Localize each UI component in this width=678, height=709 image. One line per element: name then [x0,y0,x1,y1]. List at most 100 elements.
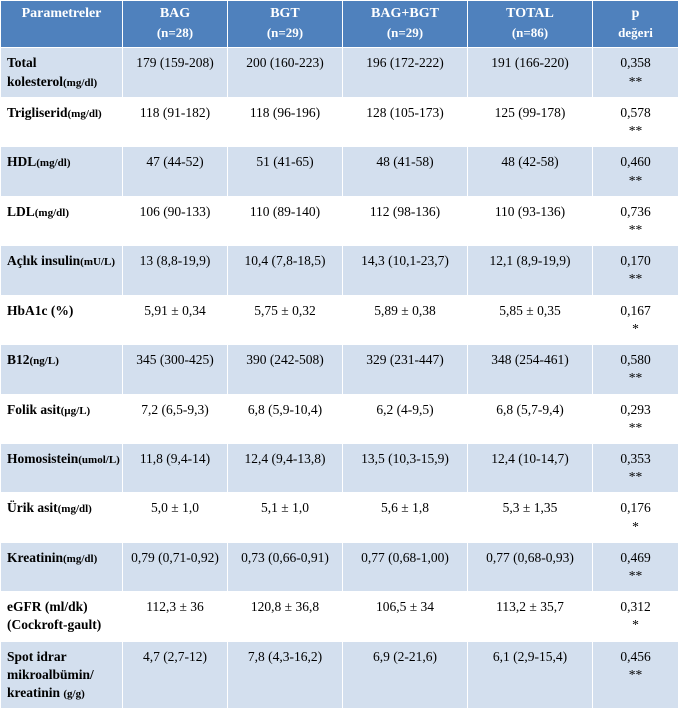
p-value: 0,312 [620,599,650,614]
param-name: B12 [7,352,30,367]
cell-bgt: 51 (41-65) [228,147,343,196]
param-name: HbA1c (%) [7,303,73,318]
cell-param: HbA1c (%) [1,295,123,344]
table-row: HDL(mg/dl)47 (44-52)51 (41-65)48 (41-58)… [1,147,678,196]
cell-bgt: 10,4 (7,8-18,5) [228,246,343,295]
cell-pvalue: 0,736** [593,196,678,245]
cell-bb: 5,89 ± 0,38 [343,295,468,344]
cell-tot: 113,2 ± 35,7 [468,592,593,641]
p-value: 0,469 [620,550,650,565]
cell-bag: 5,0 ± 1,0 [123,493,228,542]
cell-bag: 5,91 ± 0,34 [123,295,228,344]
param-unit: (mg/dl) [68,108,102,120]
cell-param: Total kolesterol(mg/dl) [1,48,123,97]
p-mark: ** [629,568,643,583]
p-value: 0,176 [620,500,650,515]
cell-bag: 179 (159-208) [123,48,228,97]
p-mark: ** [629,173,643,188]
cell-bb: 6,9 (2-21,6) [343,641,468,709]
cell-bgt: 12,4 (9,4-13,8) [228,443,343,492]
cell-bgt: 7,8 (4,3-16,2) [228,641,343,709]
cell-param: Kreatinin(mg/dl) [1,542,123,591]
cell-param: HDL(mg/dl) [1,147,123,196]
p-mark: * [632,617,639,632]
param-name: eGFR (ml/dk) (Cockroft-gault) [7,599,101,632]
param-unit: (g/g) [63,688,84,700]
cell-bb: 6,2 (4-9,5) [343,394,468,443]
param-name: Açlık insulin [7,253,80,268]
param-unit: (ng/L) [30,355,59,367]
cell-bb: 14,3 (10,1-23,7) [343,246,468,295]
p-value: 0,736 [620,204,650,219]
cell-bb: 0,77 (0,68-1,00) [343,542,468,591]
param-name: Folik asit [7,402,61,417]
lab-parameters-table: Parametreler BAG(n=28) BGT(n=29) BAG+BGT… [0,0,678,709]
p-mark: ** [629,271,643,286]
cell-bag: 0,79 (0,71-0,92) [123,542,228,591]
cell-bag: 118 (91-182) [123,97,228,146]
p-value: 0,580 [620,352,650,367]
cell-param: B12(ng/L) [1,345,123,394]
cell-param: Folik asit(µg/L) [1,394,123,443]
p-value: 0,293 [620,402,650,417]
cell-bag: 7,2 (6,5-9,3) [123,394,228,443]
cell-bgt: 110 (89-140) [228,196,343,245]
param-name: Kreatinin [7,550,63,565]
p-value: 0,167 [620,303,650,318]
col-header-bag: BAG(n=28) [123,1,228,48]
cell-pvalue: 0,358** [593,48,678,97]
cell-param: Spot idrar mikroalbümin/ kreatinin (g/g) [1,641,123,709]
cell-bb: 48 (41-58) [343,147,468,196]
p-mark: ** [629,469,643,484]
param-name: LDL [7,204,35,219]
p-mark: ** [629,123,643,138]
cell-tot: 48 (42-58) [468,147,593,196]
cell-tot: 6,8 (5,7-9,4) [468,394,593,443]
cell-bgt: 120,8 ± 36,8 [228,592,343,641]
cell-param: LDL(mg/dl) [1,196,123,245]
cell-bb: 196 (172-222) [343,48,468,97]
table-body: Total kolesterol(mg/dl)179 (159-208)200 … [1,48,678,709]
p-mark: ** [629,420,643,435]
p-value: 0,578 [620,105,650,120]
col-header-p: pdeğeri [593,1,678,48]
p-mark: ** [629,370,643,385]
cell-tot: 0,77 (0,68-0,93) [468,542,593,591]
cell-param: Trigliserid(mg/dl) [1,97,123,146]
param-name: HDL [7,154,36,169]
param-unit: (mg/dl) [58,503,92,515]
cell-bag: 47 (44-52) [123,147,228,196]
cell-bgt: 390 (242-508) [228,345,343,394]
cell-param: eGFR (ml/dk) (Cockroft-gault) [1,592,123,641]
cell-tot: 12,4 (10-14,7) [468,443,593,492]
cell-tot: 110 (93-136) [468,196,593,245]
table-row: Homosistein(umol/L)11,8 (9,4-14)12,4 (9,… [1,443,678,492]
param-name: Ürik asit [7,500,58,515]
p-value: 0,353 [620,451,650,466]
cell-bb: 13,5 (10,3-15,9) [343,443,468,492]
table-row: Spot idrar mikroalbümin/ kreatinin (g/g)… [1,641,678,709]
cell-bb: 329 (231-447) [343,345,468,394]
cell-tot: 191 (166-220) [468,48,593,97]
table-row: Kreatinin(mg/dl)0,79 (0,71-0,92)0,73 (0,… [1,542,678,591]
table-header-row: Parametreler BAG(n=28) BGT(n=29) BAG+BGT… [1,1,678,48]
p-value: 0,460 [620,154,650,169]
cell-bb: 106,5 ± 34 [343,592,468,641]
table-row: LDL(mg/dl)106 (90-133)110 (89-140)112 (9… [1,196,678,245]
table-row: HbA1c (%)5,91 ± 0,345,75 ± 0,325,89 ± 0,… [1,295,678,344]
param-unit: (mg/dl) [35,207,69,219]
cell-bag: 4,7 (2,7-12) [123,641,228,709]
table-row: Ürik asit(mg/dl)5,0 ± 1,05,1 ± 1,05,6 ± … [1,493,678,542]
cell-pvalue: 0,469 ** [593,542,678,591]
cell-bgt: 200 (160-223) [228,48,343,97]
param-name: Trigliserid [7,105,68,120]
table-row: Total kolesterol(mg/dl)179 (159-208)200 … [1,48,678,97]
col-header-total: TOTAL(n=86) [468,1,593,48]
param-unit: (mU/L) [80,256,115,268]
col-header-param: Parametreler [1,1,123,48]
table-row: Trigliserid(mg/dl)118 (91-182)118 (96-19… [1,97,678,146]
cell-pvalue: 0,170** [593,246,678,295]
param-unit: (µg/L) [61,405,91,417]
cell-pvalue: 0,312 * [593,592,678,641]
cell-param: Ürik asit(mg/dl) [1,493,123,542]
